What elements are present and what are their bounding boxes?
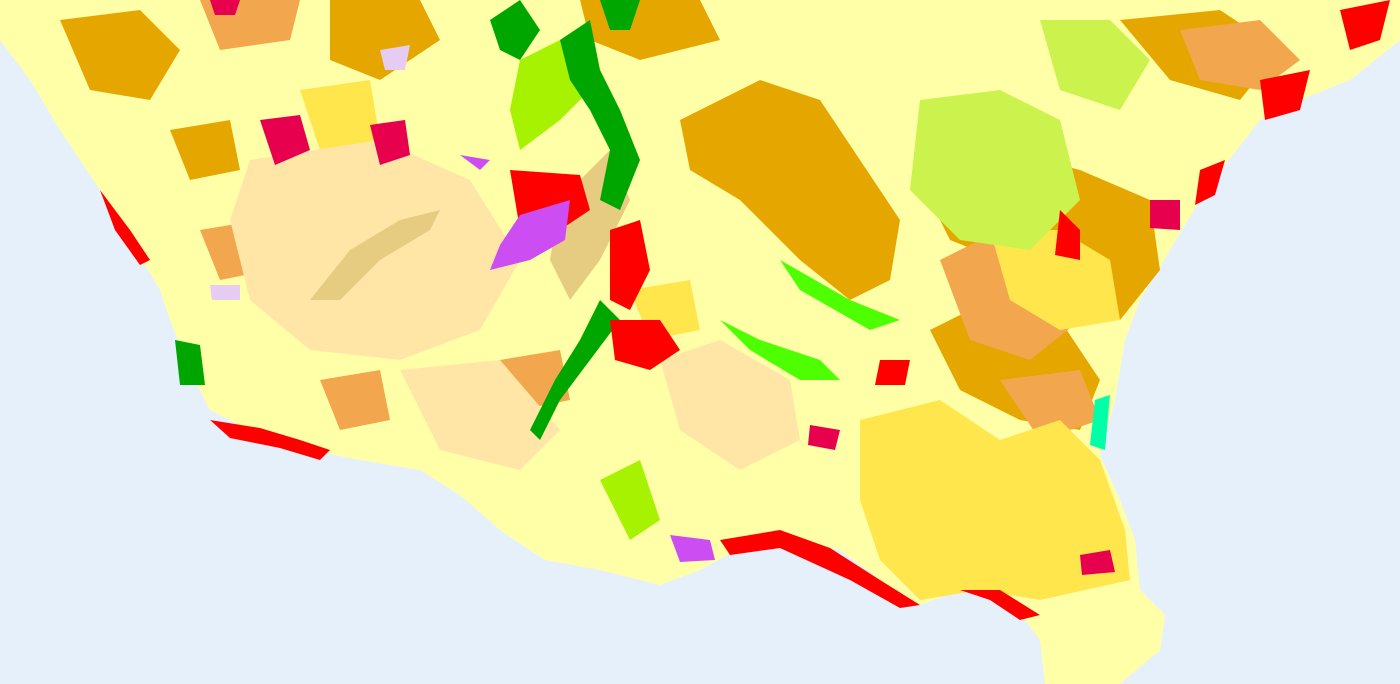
urban-areas — [100, 0, 1390, 620]
green-areas — [175, 0, 1150, 540]
olive-yellow-areas — [300, 80, 1130, 600]
industrial-areas — [210, 45, 715, 562]
